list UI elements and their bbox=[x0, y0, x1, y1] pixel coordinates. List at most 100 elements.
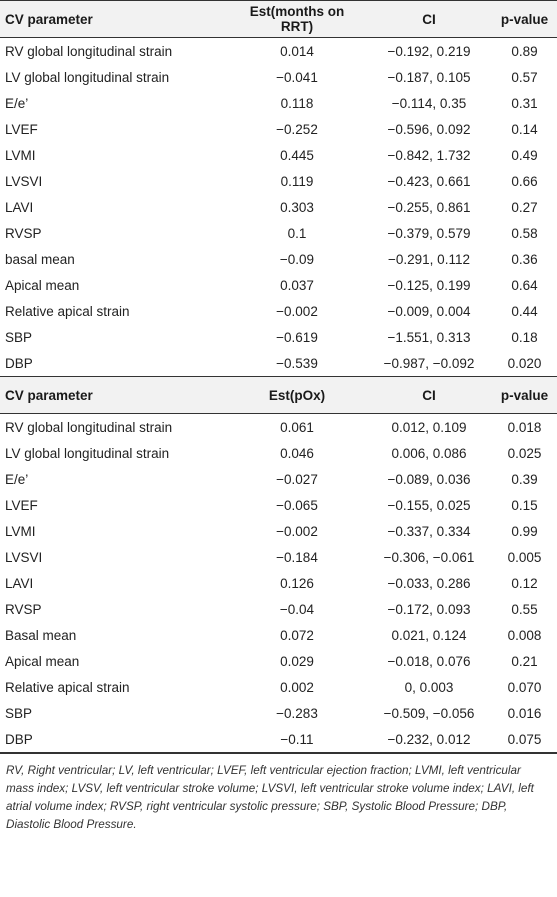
table1-cell-pvalue: 0.27 bbox=[511, 199, 538, 215]
table1-cell-pvalue: 0.64 bbox=[511, 277, 538, 293]
table-row: LVSVI 0.119 −0.423, 0.661 0.66 bbox=[0, 168, 557, 194]
table2-cell-ci: 0.021, 0.124 bbox=[391, 627, 467, 643]
table1-cell-estimate: 0.118 bbox=[280, 95, 314, 111]
table2-cell-pvalue: 0.005 bbox=[507, 549, 542, 565]
table1-cell-estimate: −0.002 bbox=[276, 303, 318, 319]
table-row: Apical mean 0.029 −0.018, 0.076 0.21 bbox=[0, 648, 557, 674]
results-table: CV parameter Est(months on RRT) CI p-val… bbox=[0, 0, 557, 753]
table2-cell-estimate: 0.126 bbox=[280, 575, 314, 591]
table2-cell-parameter: LV global longitudinal strain bbox=[5, 445, 170, 461]
table2-cell-ci: 0, 0.003 bbox=[404, 679, 454, 695]
table2-header-estimate: Est(pOx) bbox=[228, 376, 366, 414]
table2-cell-ci: −0.089, 0.036 bbox=[387, 471, 471, 487]
table2-cell-estimate: −0.002 bbox=[276, 523, 318, 539]
table2-cell-parameter: LAVI bbox=[5, 575, 34, 591]
table1-header: CV parameter Est(months on RRT) CI p-val… bbox=[0, 0, 557, 38]
table-row: LVEF −0.252 −0.596, 0.092 0.14 bbox=[0, 116, 557, 142]
table1-cell-pvalue: 0.44 bbox=[511, 303, 538, 319]
table2-cell-pvalue: 0.025 bbox=[507, 445, 542, 461]
table2-cell-parameter: Relative apical strain bbox=[5, 679, 130, 695]
table2-cell-parameter: RV global longitudinal strain bbox=[5, 419, 173, 435]
table-row: E/e’ 0.118 −0.114, 0.35 0.31 bbox=[0, 90, 557, 116]
table2-cell-parameter: Basal mean bbox=[5, 627, 77, 643]
table2-cell-ci: −0.509, −0.056 bbox=[383, 705, 475, 721]
table-row: RV global longitudinal strain 0.014 −0.192… bbox=[0, 38, 557, 65]
table1-cell-parameter: RV global longitudinal strain bbox=[5, 43, 173, 59]
table1-cell-estimate: 0.445 bbox=[280, 147, 314, 163]
table-row: DBP −0.539 −0.987, −0.092 0.020 bbox=[0, 350, 557, 377]
table2-cell-ci: −0.172, 0.093 bbox=[387, 601, 471, 617]
table1-cell-parameter: RVSP bbox=[5, 225, 42, 241]
table2-cell-pvalue: 0.12 bbox=[511, 575, 538, 591]
table1-cell-estimate: −0.539 bbox=[228, 350, 366, 377]
table2-cell-estimate: 0.072 bbox=[280, 627, 314, 643]
table1-cell-estimate: 0.119 bbox=[280, 173, 314, 189]
table2-header-ci: CI bbox=[366, 376, 492, 414]
table1-cell-ci: −0.187, 0.105 bbox=[387, 69, 471, 85]
table2-cell-estimate: −0.04 bbox=[279, 601, 315, 617]
table-row: LVMI 0.445 −0.842, 1.732 0.49 bbox=[0, 142, 557, 168]
table-row: Relative apical strain 0.002 0, 0.003 0.070 bbox=[0, 674, 557, 700]
table2-cell-estimate: −0.184 bbox=[276, 549, 318, 565]
table1-body: RV global longitudinal strain 0.014 −0.192… bbox=[0, 38, 557, 377]
table-row: Apical mean 0.037 −0.125, 0.199 0.64 bbox=[0, 272, 557, 298]
table1-cell-parameter: LVMI bbox=[5, 147, 36, 163]
table2-cell-pvalue: 0.15 bbox=[511, 497, 538, 513]
table1-header-parameter: CV parameter bbox=[0, 0, 228, 38]
table2-cell-parameter: SBP bbox=[5, 705, 33, 721]
table1-header-estimate: Est(months on RRT) bbox=[228, 0, 366, 38]
table2-cell-pvalue: 0.016 bbox=[507, 705, 542, 721]
table-row: DBP −0.11 −0.232, 0.012 0.075 bbox=[0, 726, 557, 753]
table-row: Basal mean 0.072 0.021, 0.124 0.008 bbox=[0, 622, 557, 648]
table1-cell-parameter: SBP bbox=[5, 329, 33, 345]
table2-cell-parameter: LVMI bbox=[5, 523, 36, 539]
table-row: Relative apical strain −0.002 −0.009, 0.00… bbox=[0, 298, 557, 324]
table-row: RVSP 0.1 −0.379, 0.579 0.58 bbox=[0, 220, 557, 246]
table2-body: RV global longitudinal strain 0.061 0.012,… bbox=[0, 414, 557, 753]
table2-cell-ci: 0.006, 0.086 bbox=[391, 445, 467, 461]
table1-cell-ci: −0.423, 0.661 bbox=[387, 173, 471, 189]
table1-cell-pvalue: 0.66 bbox=[511, 173, 538, 189]
table2-cell-estimate: −0.283 bbox=[276, 705, 318, 721]
table2-cell-ci: −0.337, 0.334 bbox=[387, 523, 471, 539]
table1-cell-estimate: −0.09 bbox=[279, 251, 315, 267]
table1-cell-parameter: Relative apical strain bbox=[5, 303, 130, 319]
table-row: LVSVI −0.184 −0.306, −0.061 0.005 bbox=[0, 544, 557, 570]
table1-cell-ci: −0.255, 0.861 bbox=[387, 199, 471, 215]
table1-cell-ci: −1.551, 0.313 bbox=[387, 329, 471, 345]
table-row: SBP −0.283 −0.509, −0.056 0.016 bbox=[0, 700, 557, 726]
table1-cell-estimate: 0.014 bbox=[280, 43, 314, 59]
table2-cell-ci: −0.033, 0.286 bbox=[387, 575, 471, 591]
table2-cell-ci: 0.012, 0.109 bbox=[391, 419, 467, 435]
table1-cell-parameter: LV global longitudinal strain bbox=[5, 69, 170, 85]
table-row: RV global longitudinal strain 0.061 0.012,… bbox=[0, 414, 557, 441]
table-row: LV global longitudinal strain 0.046 0.006,… bbox=[0, 440, 557, 466]
table1-cell-ci: −0.987, −0.092 bbox=[366, 350, 492, 377]
table2-cell-estimate: −0.065 bbox=[276, 497, 318, 513]
table2-header: CV parameter Est(pOx) CI p-value bbox=[0, 376, 557, 414]
table-row: SBP −0.619 −1.551, 0.313 0.18 bbox=[0, 324, 557, 350]
table1-cell-estimate: 0.1 bbox=[287, 225, 307, 241]
table2-cell-ci: −0.232, 0.012 bbox=[366, 726, 492, 753]
table1-cell-pvalue: 0.31 bbox=[511, 95, 538, 111]
table1-cell-pvalue: 0.14 bbox=[511, 121, 538, 137]
table-row: LAVI 0.126 −0.033, 0.286 0.12 bbox=[0, 570, 557, 596]
table2-header-row: CV parameter Est(pOx) CI p-value bbox=[0, 376, 557, 414]
table2-cell-pvalue: 0.55 bbox=[511, 601, 538, 617]
table1-cell-estimate: −0.619 bbox=[276, 329, 318, 345]
table1-cell-parameter: E/e’ bbox=[5, 95, 29, 111]
table2-cell-ci: −0.018, 0.076 bbox=[387, 653, 471, 669]
table1-cell-estimate: 0.037 bbox=[280, 277, 314, 293]
table1-cell-pvalue: 0.89 bbox=[511, 43, 538, 59]
table1-cell-parameter: basal mean bbox=[5, 251, 75, 267]
table2-cell-pvalue: 0.21 bbox=[511, 653, 538, 669]
table1-cell-parameter: LVEF bbox=[5, 121, 38, 137]
table2-cell-parameter: E/e’ bbox=[5, 471, 29, 487]
table2-cell-estimate: −0.11 bbox=[228, 726, 366, 753]
table1-cell-pvalue: 0.49 bbox=[511, 147, 538, 163]
table2-cell-parameter: RVSP bbox=[5, 601, 42, 617]
table1-header-ci: CI bbox=[366, 0, 492, 38]
table1-cell-pvalue: 0.36 bbox=[511, 251, 538, 267]
table1-cell-parameter: Apical mean bbox=[5, 277, 80, 293]
table1-cell-ci: −0.125, 0.199 bbox=[387, 277, 471, 293]
